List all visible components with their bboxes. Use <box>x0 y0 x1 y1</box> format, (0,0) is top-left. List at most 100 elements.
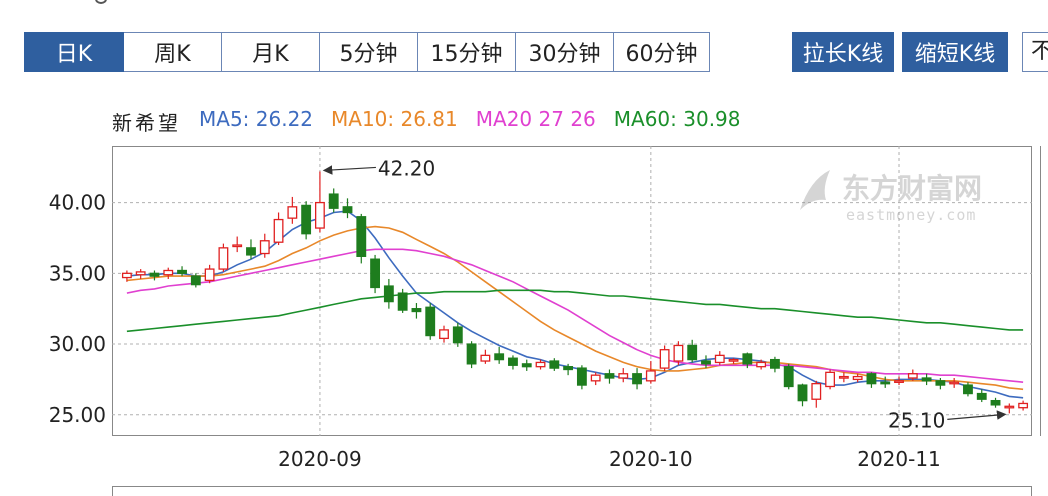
legend-ma10: MA10: 26.81 <box>331 107 458 131</box>
tab-60min[interactable]: 60分钟 <box>614 32 710 72</box>
candle <box>273 212 284 246</box>
candle <box>852 373 863 383</box>
tab-30min[interactable]: 30分钟 <box>516 32 614 72</box>
candle-body <box>894 380 904 383</box>
candle <box>439 325 449 343</box>
candle <box>701 355 711 369</box>
candle <box>397 288 408 313</box>
candle-body <box>590 374 601 382</box>
candle-body <box>1004 405 1015 409</box>
legend-ma20: MA20 27 26 <box>475 107 596 131</box>
tab-5min[interactable]: 5分钟 <box>320 32 418 72</box>
annotation-high: 42.20 <box>378 156 435 180</box>
chart-frame <box>112 146 1032 436</box>
candle-body <box>866 373 877 385</box>
candle <box>301 201 312 240</box>
candle <box>756 359 767 370</box>
shrink-kline-button[interactable]: 缩短K线 <box>902 32 1008 72</box>
x-tick-label: 2020-09 <box>278 447 362 471</box>
candle <box>314 171 325 233</box>
candle-body <box>921 377 932 382</box>
candle-body <box>687 344 698 361</box>
legend-ma60: MA60: 30.98 <box>613 107 741 131</box>
candle <box>618 368 629 383</box>
y-tick-label: 40.00 <box>49 191 106 215</box>
candle-body <box>259 240 270 255</box>
candle <box>383 278 394 309</box>
candle-body <box>976 392 987 400</box>
candle <box>604 369 615 384</box>
tab-month-k[interactable]: 月K <box>222 32 320 72</box>
candle-body <box>1018 402 1029 409</box>
side-panel-edge <box>1040 146 1048 436</box>
candle <box>356 213 367 264</box>
candle <box>246 239 256 260</box>
series-line-ma20 <box>126 248 1024 383</box>
candle-body <box>273 218 284 243</box>
legend-ma5: MA5: 26.22 <box>199 107 314 131</box>
candle <box>204 264 215 284</box>
candle-body <box>328 193 339 209</box>
candle <box>411 303 422 319</box>
candle <box>521 359 532 371</box>
candle-body <box>452 326 463 344</box>
candle <box>770 356 780 373</box>
candle <box>866 372 877 388</box>
candle <box>370 254 380 294</box>
candle <box>190 273 201 288</box>
candle <box>976 389 987 403</box>
candle <box>714 351 725 366</box>
x-tick-label: 2020-11 <box>857 447 941 471</box>
series-line-ma60 <box>126 289 1024 333</box>
candle <box>232 236 243 253</box>
annotation-low: 25.10 <box>888 408 945 432</box>
candle <box>1018 400 1029 411</box>
candle <box>783 363 794 390</box>
candle-body <box>949 381 960 385</box>
candle-body <box>218 247 229 270</box>
candle-body <box>425 306 436 337</box>
candle-body <box>287 206 298 219</box>
annotation-arrow-high <box>322 165 376 175</box>
candle <box>825 369 835 390</box>
candle-body <box>618 373 629 379</box>
ma-legend: 新希望 MA5: 26.22 MA10: 26.81 MA20 27 26 MA… <box>112 107 741 137</box>
candle-body <box>480 354 491 362</box>
candle-body <box>935 380 946 386</box>
candle <box>287 196 298 224</box>
candle <box>549 358 560 371</box>
candle-body <box>246 247 256 256</box>
candle-body <box>190 275 201 286</box>
candle <box>880 376 891 388</box>
candle-body <box>728 358 739 362</box>
candle-body <box>576 367 587 386</box>
candle <box>632 368 642 390</box>
candle <box>508 355 518 370</box>
candle-body <box>439 329 449 340</box>
candle-body <box>301 204 312 235</box>
candle-body <box>701 360 711 365</box>
candle-body <box>204 268 215 282</box>
candle <box>797 383 808 407</box>
candle-body <box>342 206 353 214</box>
stretch-kline-button[interactable]: 拉长K线 <box>792 32 894 72</box>
candle <box>328 188 339 213</box>
tab-week-k[interactable]: 周K <box>124 32 222 72</box>
candle-body <box>411 308 422 313</box>
candle <box>342 198 353 219</box>
candle <box>494 346 505 364</box>
candle-body <box>714 354 725 364</box>
cutoff-button[interactable]: 不 <box>1022 32 1048 72</box>
candle-body <box>177 269 187 274</box>
axis-layer: 25.00 30.00 35.00 40.00 2020-09 2020-10 2020-1… <box>49 191 941 471</box>
candle <box>728 358 739 364</box>
annotation-layer: 42.20 25.10 <box>322 156 1007 432</box>
candle-body <box>811 383 822 400</box>
candle-body <box>232 244 243 248</box>
tab-day-k[interactable]: 日K <box>24 32 124 72</box>
tab-15min[interactable]: 15分钟 <box>418 32 516 72</box>
candle-body <box>163 269 174 276</box>
candle <box>921 373 932 386</box>
candle <box>425 303 436 340</box>
